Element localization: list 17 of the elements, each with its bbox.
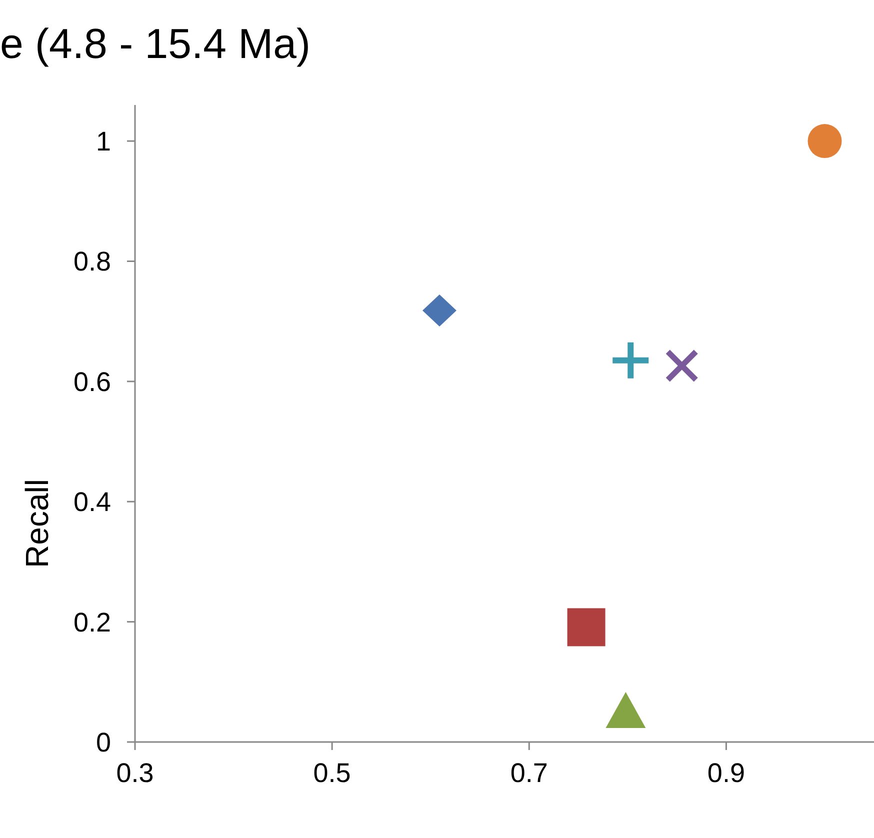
point <box>567 608 606 646</box>
x-tick-label: 0.3 <box>116 758 154 788</box>
x-tick-label: 0.5 <box>313 758 351 788</box>
x-tick-label: 0.9 <box>707 758 745 788</box>
point <box>808 124 842 158</box>
point <box>612 342 649 378</box>
y-tick-label: 0.4 <box>73 487 111 518</box>
y-axis-title: Recall <box>19 479 55 568</box>
y-tick-label: 0.6 <box>73 366 111 397</box>
point <box>422 294 456 327</box>
y-tick-label: 1 <box>96 126 111 157</box>
x-tick-label: 0.7 <box>510 758 548 788</box>
y-tick-label: 0.8 <box>73 246 111 277</box>
chart-title: e (4.8 - 15.4 Ma) <box>0 20 310 67</box>
y-tick-label: 0 <box>96 727 111 758</box>
y-tick-label: 0.2 <box>73 607 111 638</box>
point <box>666 350 698 382</box>
